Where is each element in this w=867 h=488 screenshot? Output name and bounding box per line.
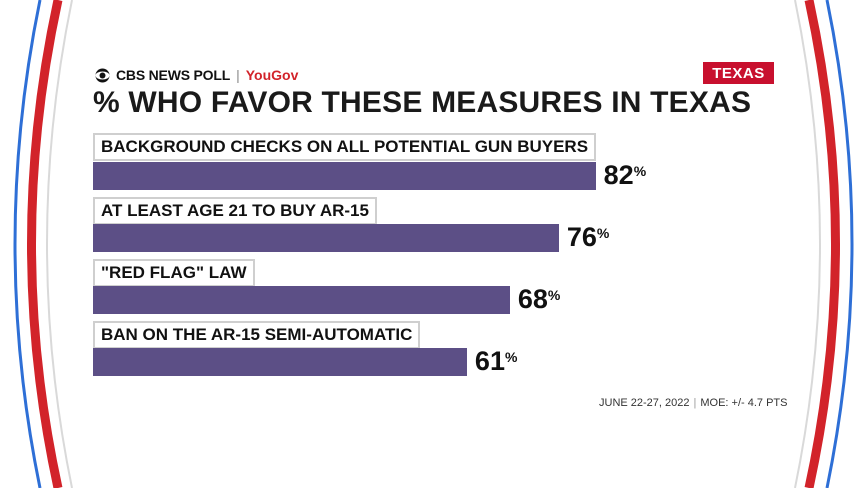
value-label-age-21: 76% (567, 222, 610, 253)
value-number: 68 (517, 284, 548, 314)
footer-separator: | (693, 397, 697, 409)
brand-network: CBS NEWS POLL (116, 67, 231, 83)
margin-of-error: MOE: +/- 4.7 PTS (700, 397, 788, 409)
value-unit: % (596, 225, 610, 241)
frame-red-arc-left (27, 0, 63, 488)
frame-blue-arc-right (825, 0, 854, 488)
frame-blue-arc-left (13, 0, 42, 488)
bar-red-flag (93, 286, 510, 314)
category-label-background-checks: BACKGROUND CHECKS ON ALL POTENTIAL GUN B… (93, 133, 597, 161)
bar-background-checks (93, 162, 596, 190)
value-label-ar15-ban: 61% (475, 346, 518, 377)
category-label-age-21: AT LEAST AGE 21 TO BUY AR-15 (93, 197, 377, 225)
poll-footer: JUNE 22-27, 2022 | MOE: +/- 4.7 PTS (599, 397, 787, 409)
chart-title: % WHO FAVOR THESE MEASURES IN TEXAS (93, 86, 752, 119)
poll-dates: JUNE 22-27, 2022 (599, 397, 690, 409)
value-number: 76 (566, 222, 597, 252)
brand-separator: | (236, 67, 240, 83)
brand-lockup: CBS NEWS POLL | YouGov (95, 66, 298, 84)
category-label-ar15-ban: BAN ON THE AR-15 SEMI-AUTOMATIC (93, 321, 421, 349)
bar-ar15-ban (93, 348, 467, 376)
value-unit: % (504, 349, 518, 365)
value-label-red-flag: 68% (518, 284, 561, 315)
value-number: 61 (474, 346, 505, 376)
bar-age-21 (93, 224, 559, 252)
frame-grey-arc-left (46, 0, 73, 488)
cbs-eye-icon (95, 68, 110, 83)
state-badge: TEXAS (703, 62, 774, 84)
value-unit: % (547, 287, 561, 303)
value-label-background-checks: 82% (604, 160, 647, 191)
frame-grey-arc-right (794, 0, 821, 488)
value-number: 82 (603, 160, 634, 190)
value-unit: % (633, 163, 647, 179)
category-label-red-flag: "RED FLAG" LAW (93, 259, 255, 287)
brand-partner: YouGov (245, 67, 299, 83)
frame-red-arc-right (804, 0, 840, 488)
